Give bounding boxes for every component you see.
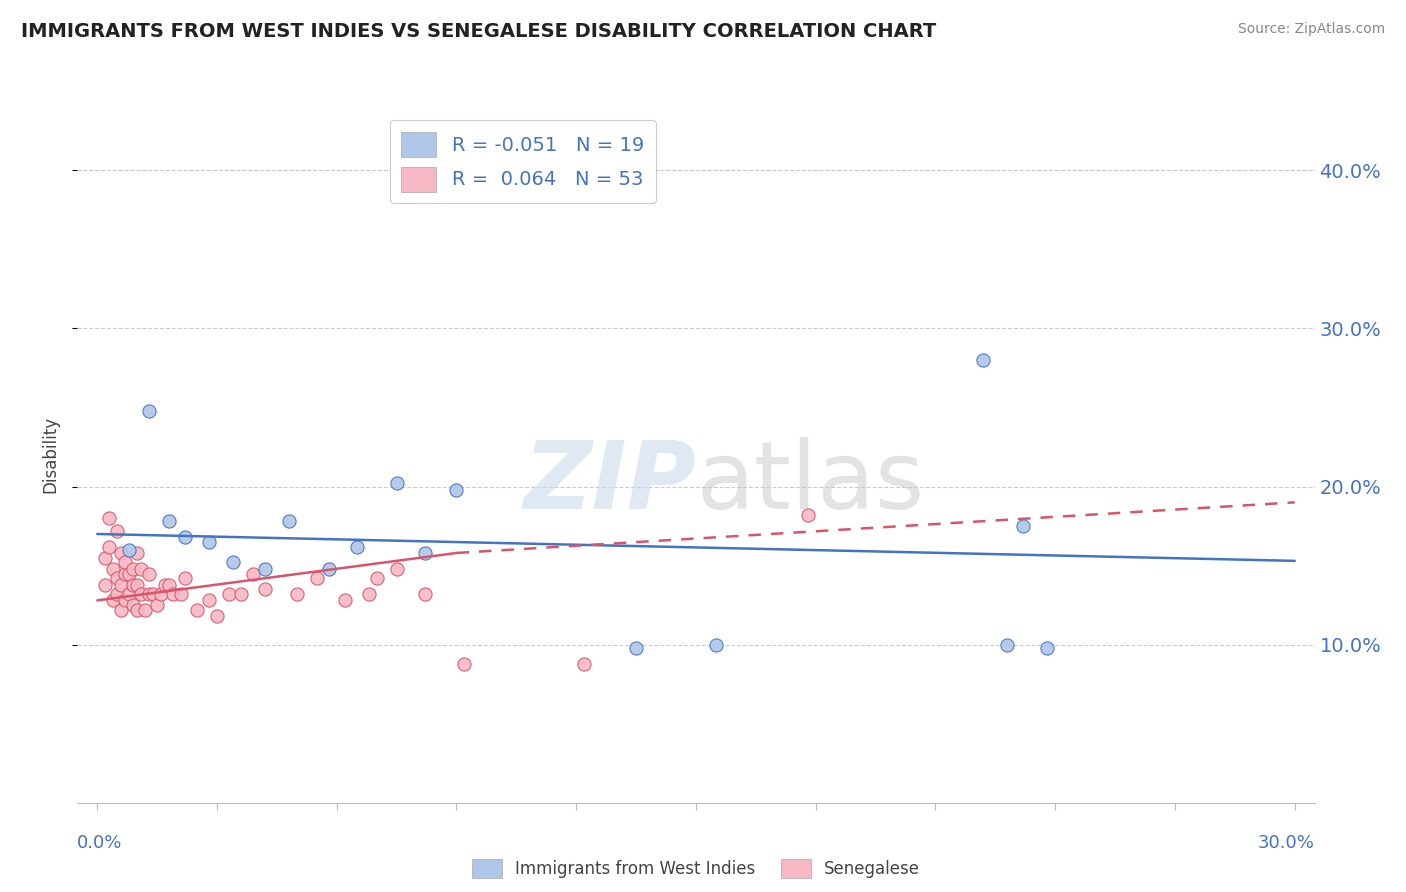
Point [446,483,468,497]
Point [229,587,252,601]
Point [174,571,197,585]
Point [574,657,596,671]
Point [366,571,388,585]
Point [118,542,141,557]
Point [385,562,408,576]
Point [142,587,165,601]
Point [413,546,436,560]
Point [127,603,149,617]
Point [105,587,128,601]
Point [198,593,221,607]
Point [253,582,276,597]
Text: ZIP: ZIP [523,437,696,529]
Point [127,546,149,560]
Point [98,511,121,525]
Point [138,566,160,581]
Point [122,562,145,576]
Point [153,577,176,591]
Point [385,476,408,491]
Point [103,593,125,607]
Point [122,598,145,612]
Point [170,587,193,601]
Point [253,562,276,576]
Point [138,587,160,601]
Point [129,587,152,601]
Point [157,577,180,591]
Point [118,566,141,581]
Point [796,508,818,522]
Point [129,562,152,576]
Point [277,514,299,528]
Point [114,556,136,570]
Point [98,540,121,554]
Point [333,593,356,607]
Point [174,530,197,544]
Point [1036,640,1059,655]
Point [94,577,117,591]
Point [285,587,308,601]
Point [114,593,136,607]
Point [218,587,240,601]
Point [110,577,132,591]
Point [127,577,149,591]
Point [134,603,156,617]
Point [138,403,160,417]
Point [305,571,328,585]
Point [1012,519,1035,533]
Point [103,562,125,576]
Point [122,577,145,591]
Text: atlas: atlas [696,437,924,529]
Point [157,514,180,528]
Point [105,571,128,585]
Point [114,566,136,581]
Point [162,587,184,601]
Point [205,609,228,624]
Point [453,657,475,671]
Point [198,534,221,549]
Point [186,603,208,617]
Text: Source: ZipAtlas.com: Source: ZipAtlas.com [1237,22,1385,37]
Point [94,550,117,565]
Point [624,640,647,655]
Point [318,562,340,576]
Y-axis label: Disability: Disability [41,417,59,493]
Point [972,353,994,368]
Point [118,587,141,601]
Point [346,540,368,554]
Text: 0.0%: 0.0% [77,834,122,852]
Point [704,638,727,652]
Point [105,524,128,538]
Point [357,587,380,601]
Point [242,566,264,581]
Point [146,598,169,612]
Legend: Immigrants from West Indies, Senegalese: Immigrants from West Indies, Senegalese [465,853,927,885]
Point [110,546,132,560]
Point [150,587,173,601]
Text: 30.0%: 30.0% [1258,834,1315,852]
Text: IMMIGRANTS FROM WEST INDIES VS SENEGALESE DISABILITY CORRELATION CHART: IMMIGRANTS FROM WEST INDIES VS SENEGALES… [21,22,936,41]
Point [413,587,436,601]
Point [995,638,1018,652]
Point [222,556,245,570]
Point [110,603,132,617]
